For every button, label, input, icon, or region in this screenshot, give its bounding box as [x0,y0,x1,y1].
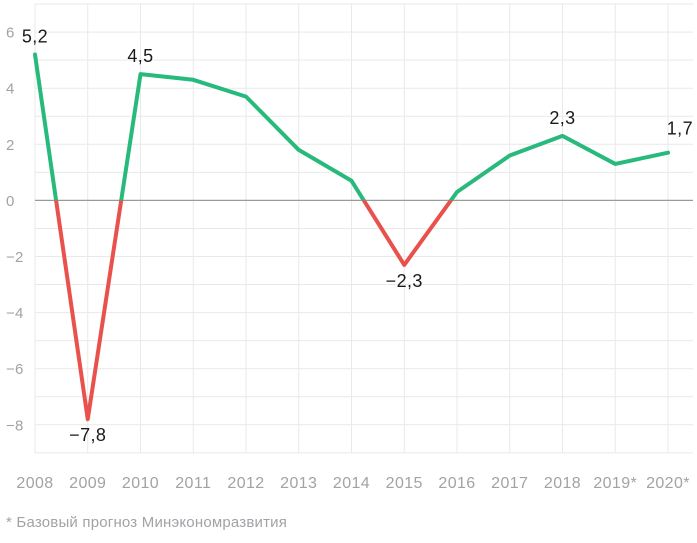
y-axis-labels: 6 4 2 0 −2 −4 −6 −8 [6,25,24,435]
data-point-labels: 5,2 −7,8 4,5 −2,3 2,3 1,7 [22,27,693,446]
x-tick-label: 2019* [593,475,637,492]
line-chart-canvas: 6 4 2 0 −2 −4 −6 −8 2008 2009 2010 2011 2012 2013 2014… [6,3,693,492]
x-tick-label: 2011 [175,475,211,492]
x-axis-labels: 2008 2009 2010 2011 2012 2013 2014 2015 2016 2017… [16,475,690,492]
y-tick-label: −8 [6,417,24,434]
y-tick-label: 2 [6,137,15,154]
y-tick-label: 6 [6,25,15,42]
x-tick-label: 2018 [544,475,581,492]
data-point-label: 1,7 [667,119,693,139]
y-tick-label: 0 [6,193,15,210]
y-tick-label: −6 [6,361,24,378]
gridlines [34,3,693,454]
x-tick-label: 2008 [16,475,53,492]
data-point-label: −7,8 [69,425,106,445]
x-tick-label: 2017 [491,475,528,492]
chart-footnote: * Базовый прогноз Минэкономразвития [6,514,288,531]
x-tick-label: 2009 [69,475,106,492]
y-tick-label: 4 [6,81,15,98]
x-tick-label: 2012 [227,475,264,492]
data-point-label: 4,5 [127,46,153,66]
data-point-label: −2,3 [386,271,423,291]
x-tick-label: 2010 [122,475,159,492]
x-tick-label: 2016 [438,475,475,492]
x-tick-label: 2014 [333,475,370,492]
data-point-label: 2,3 [549,108,575,128]
y-tick-label: −2 [6,249,24,266]
data-point-label: 5,2 [22,27,48,47]
series-line-positive [33,52,670,201]
x-tick-label: 2013 [280,475,317,492]
y-tick-label: −4 [6,305,24,322]
x-tick-label: 2015 [386,475,423,492]
x-tick-label: 2020* [646,475,690,492]
